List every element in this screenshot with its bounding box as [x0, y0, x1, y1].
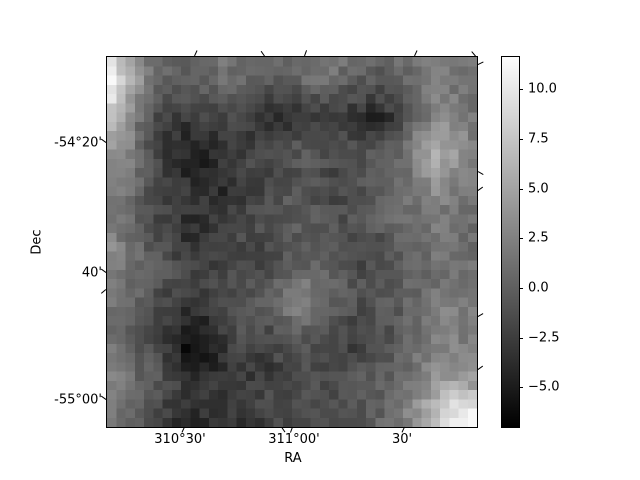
colorbar-tick-label: 10.0 [528, 81, 557, 97]
y-tick-label: -54°20' [54, 135, 102, 151]
colorbar [501, 56, 520, 428]
colorbar-tick-mark [519, 387, 523, 389]
sky-map-image [107, 57, 477, 427]
colorbar-tick-label: 2.5 [528, 230, 549, 246]
colorbar-tick-label: 0.0 [528, 280, 549, 296]
colorbar-tick-mark [519, 238, 523, 240]
x-tick-label: 310°30' [154, 432, 206, 447]
colorbar-tick-mark [519, 189, 523, 191]
y-axis-label: Dec [29, 229, 45, 255]
colorbar-tick-mark [519, 139, 523, 141]
right-tick-mark [477, 365, 484, 371]
colorbar-tick-label: −2.5 [528, 330, 560, 346]
x-axis-label: RA [284, 451, 302, 466]
x-tick-label: 30' [391, 432, 413, 447]
y-tick-label: -55°00' [54, 392, 102, 408]
colorbar-tick-label: 7.5 [528, 131, 549, 147]
y-tick-label: 40' [81, 265, 102, 281]
right-tick-mark [477, 61, 484, 66]
right-tick-mark [477, 186, 484, 192]
colorbar-tick-label: 5.0 [528, 181, 549, 197]
right-tick-mark [477, 171, 484, 176]
colorbar-tick-mark [519, 338, 523, 340]
colorbar-tick-label: −5.0 [528, 379, 560, 395]
right-tick-mark [477, 313, 484, 318]
colorbar-tick-mark [519, 288, 523, 290]
plot-frame [106, 56, 478, 428]
x-tick-label: 311°00' [268, 432, 320, 447]
colorbar-tick-mark [519, 89, 523, 91]
